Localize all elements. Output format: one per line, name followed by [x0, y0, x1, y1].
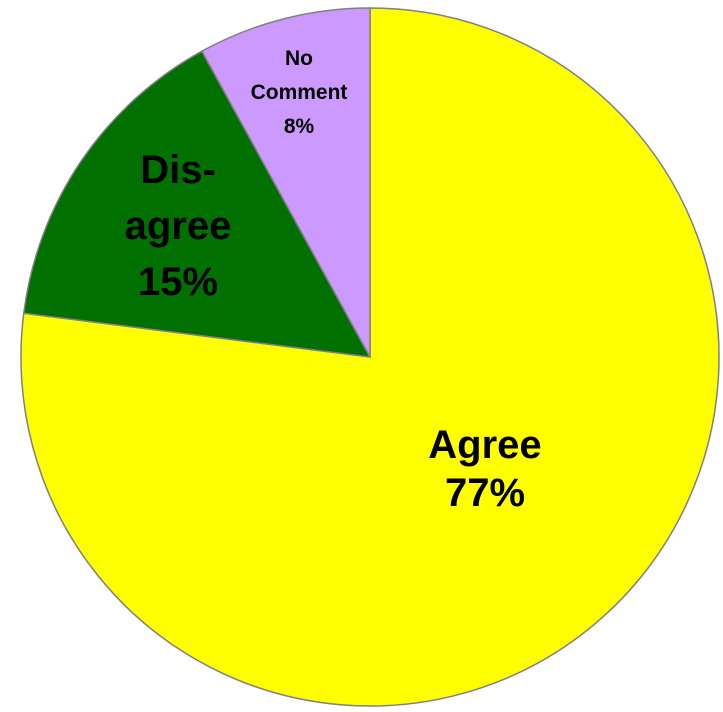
pie-slice-disagree [22, 50, 372, 358]
slice-label-line: 8% [284, 115, 315, 138]
slice-label-line: 77% [445, 471, 525, 515]
slice-label-line: Comment [251, 81, 348, 104]
slice-label-line: agree [125, 204, 232, 248]
slice-label-agree: Agree 77% [428, 423, 541, 515]
slice-label-line: Dis- [140, 148, 216, 192]
slice-label-line: No [285, 47, 313, 70]
slice-label-line: Agree [428, 423, 541, 467]
pie-slice-no-comment [200, 7, 371, 358]
slice-label-line: 15% [138, 260, 218, 304]
slice-label-no-comment: No Comment 8% [251, 47, 348, 138]
pie-slice-agree [20, 7, 720, 707]
slice-label-disagree: Dis-agree 15% [125, 148, 232, 304]
